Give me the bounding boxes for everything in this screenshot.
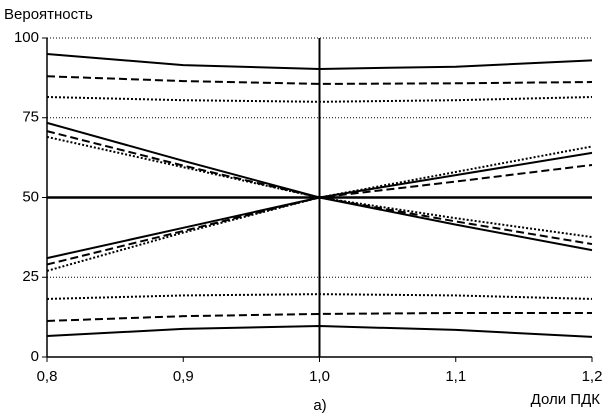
y-tick-label: 100	[14, 29, 39, 46]
y-tick-label: 75	[22, 109, 39, 126]
line	[46, 325, 593, 338]
line	[46, 163, 593, 266]
y-tick-label: 50	[22, 188, 39, 205]
y-tick-label: 25	[22, 268, 39, 285]
line	[46, 311, 592, 322]
x-tick-label: 0,9	[173, 368, 194, 385]
line	[46, 293, 593, 300]
x-tick-label: 1,1	[445, 368, 466, 385]
x-tick-label: 0,8	[37, 368, 58, 385]
y-axis-title: Вероятность	[4, 6, 93, 23]
line	[46, 52, 593, 70]
x-tick-label: 1,2	[582, 368, 603, 385]
caption: а)	[313, 397, 326, 414]
x-axis-title: Доли ПДК	[531, 391, 601, 408]
x-tick-label: 1,0	[309, 368, 330, 385]
y-tick-label: 0	[31, 348, 39, 365]
line	[46, 96, 593, 103]
line	[46, 135, 593, 239]
line	[46, 75, 593, 85]
